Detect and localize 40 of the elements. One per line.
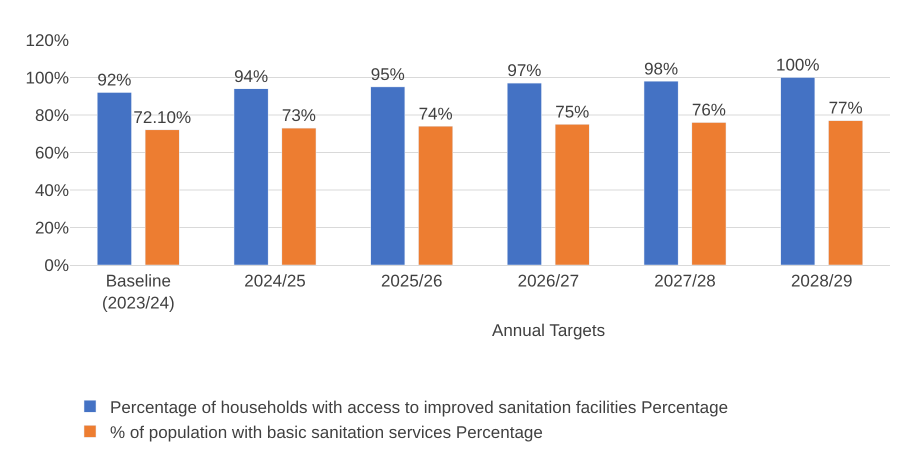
legend-label: % of population with basic sanitation services Percentage xyxy=(110,423,543,442)
bar xyxy=(370,86,406,265)
data-label: 95% xyxy=(370,64,405,84)
bar xyxy=(507,82,542,265)
bar xyxy=(780,77,816,265)
legend-label: Percentage of households with access to improved sanitation facilities Percentage xyxy=(110,398,728,417)
data-label: 76% xyxy=(692,100,726,120)
bar xyxy=(418,126,453,265)
bar xyxy=(554,124,590,265)
bar xyxy=(234,88,268,265)
bar xyxy=(644,81,678,265)
bar xyxy=(282,128,316,265)
data-label: 77% xyxy=(828,98,863,118)
x-tick-label: 2025/26 xyxy=(380,271,442,290)
y-tick-label: 20% xyxy=(34,218,69,238)
y-tick-label: 120% xyxy=(26,30,69,50)
data-label: 73% xyxy=(282,106,316,126)
data-label: 98% xyxy=(644,59,678,78)
bar xyxy=(692,122,726,265)
data-label: 100% xyxy=(776,56,820,74)
data-label: 74% xyxy=(418,104,453,124)
x-tick-label: Baseline (2023/24) xyxy=(102,271,175,312)
y-tick-label: 40% xyxy=(34,180,69,200)
data-label: 72.10% xyxy=(133,108,192,127)
y-tick-label: 0% xyxy=(44,256,69,275)
data-label: 94% xyxy=(234,66,268,86)
x-tick-label: 2028/29 xyxy=(790,271,852,290)
data-label: 92% xyxy=(97,70,132,90)
bar xyxy=(144,130,180,265)
x-tick-label: 2026/27 xyxy=(518,271,580,290)
data-label: 97% xyxy=(507,61,542,80)
data-label: 75% xyxy=(555,102,590,122)
text: Annual Targets xyxy=(492,321,606,340)
x-tick-label: 2024/25 xyxy=(244,271,306,290)
y-tick-label: 80% xyxy=(34,106,69,125)
x-tick-label: 2027/28 xyxy=(654,271,716,290)
y-tick-label: 60% xyxy=(34,143,69,162)
bar xyxy=(97,92,132,265)
bar xyxy=(828,120,863,265)
y-tick-label: 100% xyxy=(26,68,69,88)
